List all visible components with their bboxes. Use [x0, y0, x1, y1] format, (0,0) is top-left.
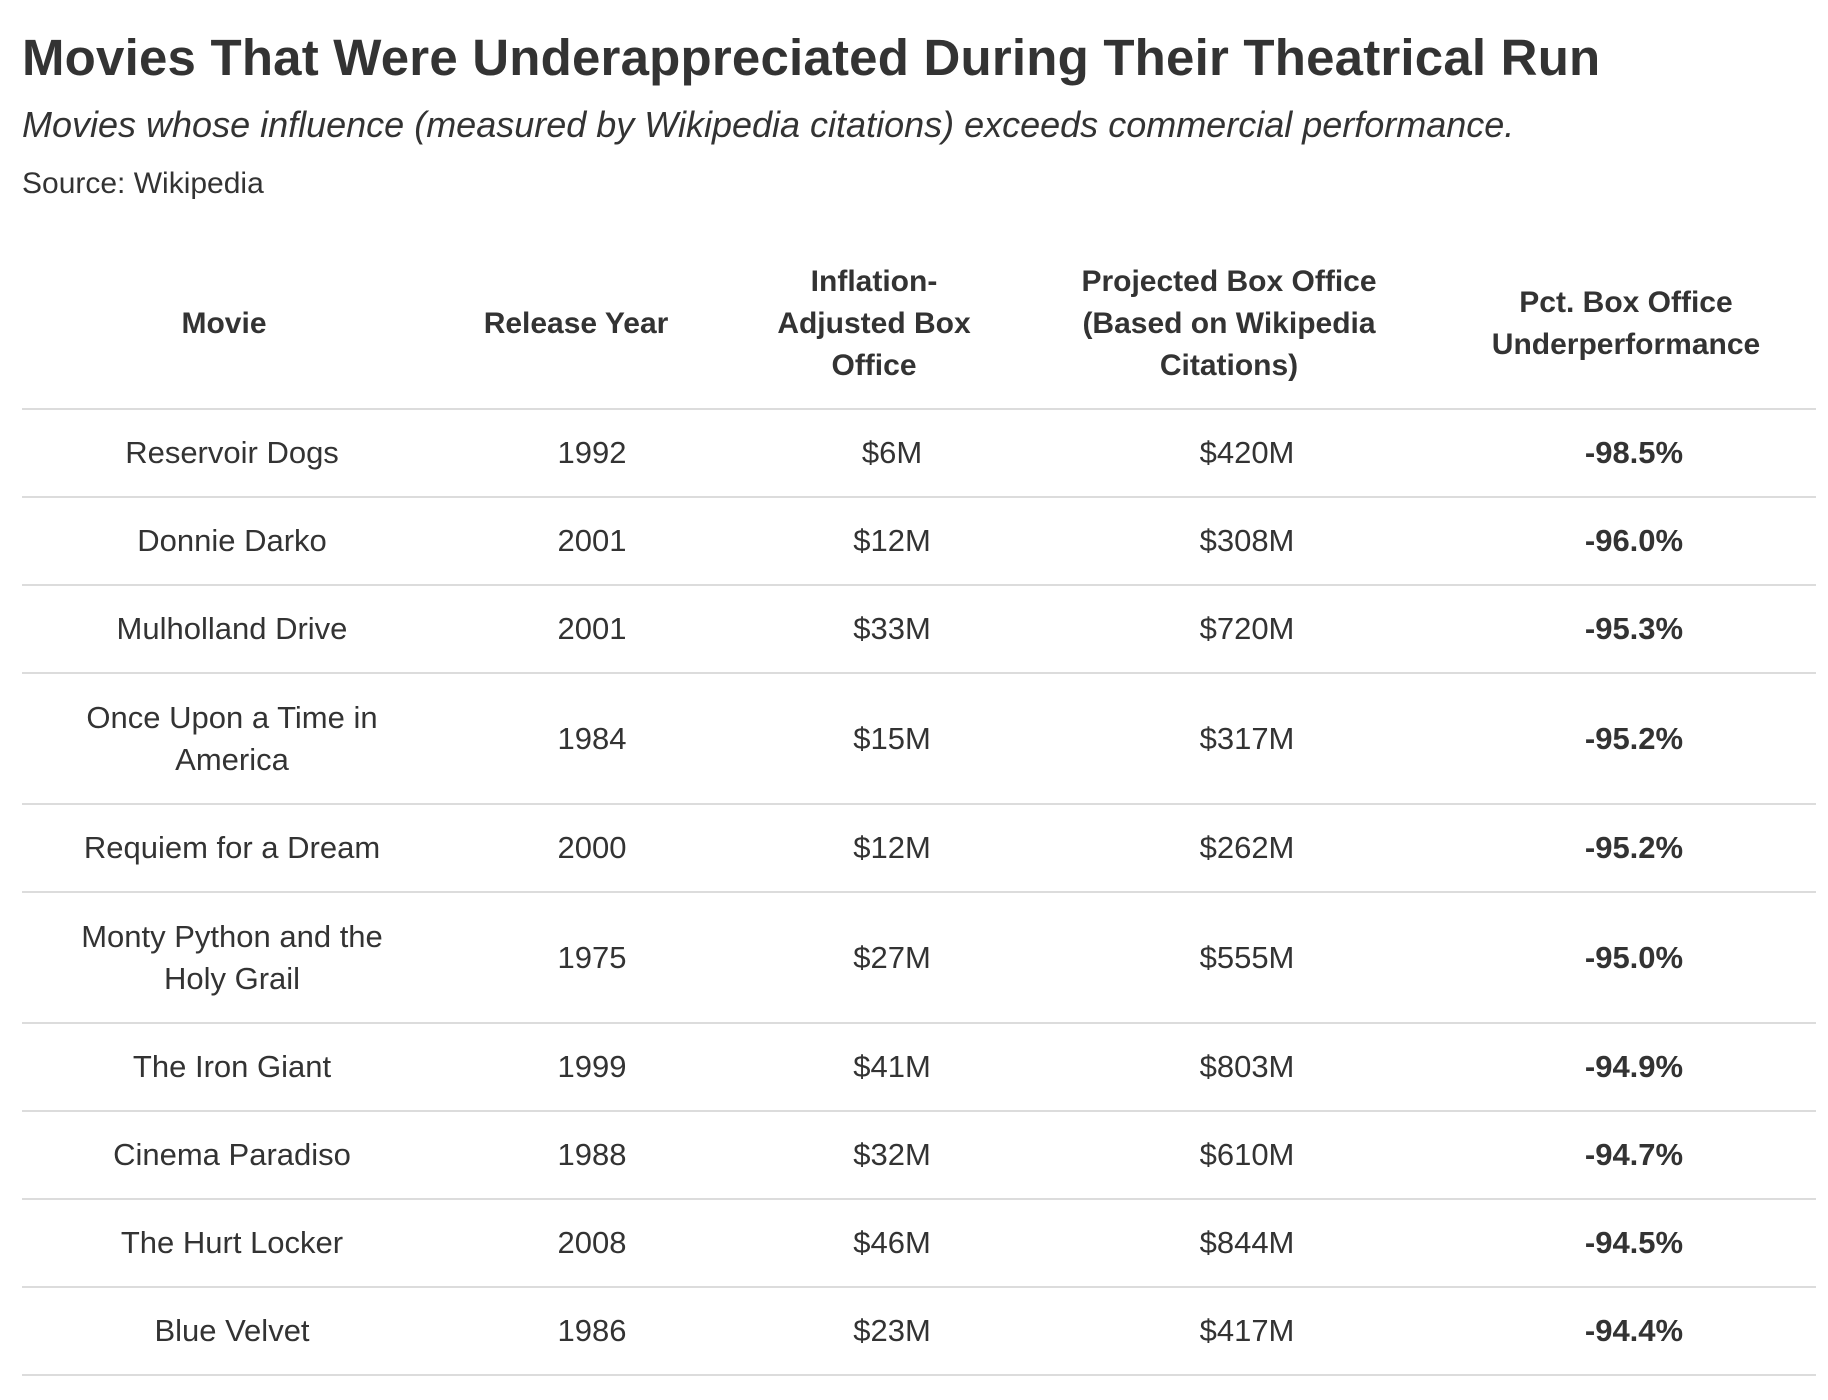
box-office-cell: $12M: [853, 523, 931, 558]
box-office-cell: $46M: [853, 1225, 931, 1260]
table-row: Cinema Paradiso 1988 $32M $610M -94.7%: [22, 1112, 1816, 1200]
movie-cell: The Hurt Locker: [22, 1222, 442, 1264]
page-subtitle: Movies whose influence (measured by Wiki…: [22, 104, 1515, 145]
movie-title: Reservoir Dogs: [125, 435, 339, 470]
header-box-office-label: Inflation- Adjusted Box Office: [777, 265, 971, 382]
movie-cell: Donnie Darko: [22, 520, 442, 562]
release-year-cell: 1988: [557, 1137, 627, 1172]
release-year-cell: 2001: [557, 523, 627, 558]
pct-underperformance-cell: -96.0%: [1584, 523, 1684, 558]
data-table: Movie Release Year Inflation- Adjusted Box O…: [22, 240, 1816, 1376]
movie-title: The Iron Giant: [132, 1049, 332, 1084]
movie-cell: Monty Python and the Holy Grail: [22, 916, 442, 1000]
box-office-cell: $23M: [853, 1313, 931, 1348]
projected-box-office-cell: $555M: [1199, 939, 1295, 975]
header-release-year-label: Release Year: [483, 307, 669, 340]
box-office-cell: $41M: [853, 1049, 931, 1084]
box-office-cell: $12M: [853, 830, 931, 865]
projected-box-office-cell: $420M: [1199, 435, 1295, 470]
table-row: Requiem for a Dream 2000 $12M $262M -95.2%: [22, 805, 1816, 893]
movie-cell: Reservoir Dogs: [22, 432, 442, 474]
movie-title: The Hurt Locker: [120, 1225, 344, 1260]
table-body: Reservoir Dogs 1992 $6M $420M -98.5% Donnie D…: [22, 410, 1816, 1376]
movie-title: Once Upon a Time in America: [86, 699, 378, 777]
projected-box-office-cell: $803M: [1199, 1049, 1295, 1084]
header-pct-underperformance-label: Pct. Box Office Underperformance: [1491, 286, 1761, 361]
projected-box-office-cell: $308M: [1199, 523, 1295, 558]
header-projected-box-office-label: Projected Box Office (Based on Wikipedia C…: [1081, 265, 1377, 382]
pct-underperformance-cell: -94.7%: [1584, 1137, 1684, 1172]
header-box-office: Inflation- Adjusted Box Office: [726, 261, 1022, 387]
pct-underperformance-cell: -95.0%: [1584, 939, 1684, 975]
projected-box-office-cell: $610M: [1199, 1137, 1295, 1172]
movie-title: Donnie Darko: [137, 523, 327, 558]
release-year-cell: 1999: [557, 1049, 627, 1084]
release-year-cell: 1984: [557, 720, 627, 756]
table-header-row: Movie Release Year Inflation- Adjusted Box O…: [22, 240, 1816, 410]
pct-underperformance-cell: -95.3%: [1584, 611, 1684, 646]
table-row: Blue Velvet 1986 $23M $417M -94.4%: [22, 1288, 1816, 1376]
table-row: The Iron Giant 1999 $41M $803M -94.9%: [22, 1024, 1816, 1112]
box-office-cell: $32M: [853, 1137, 931, 1172]
table-row: The Hurt Locker 2008 $46M $844M -94.5%: [22, 1200, 1816, 1288]
projected-box-office-cell: $317M: [1199, 720, 1295, 756]
movie-title: Monty Python and the Holy Grail: [81, 918, 383, 996]
page-title: Movies That Were Underappreciated During…: [22, 29, 1601, 86]
pct-underperformance-cell: -94.5%: [1584, 1225, 1684, 1260]
release-year-cell: 1986: [557, 1313, 627, 1348]
movie-title: Blue Velvet: [154, 1313, 310, 1348]
box-office-cell: $27M: [853, 939, 931, 975]
pct-underperformance-cell: -94.4%: [1584, 1313, 1684, 1348]
header-pct-underperformance: Pct. Box Office Underperformance: [1436, 282, 1816, 366]
release-year-cell: 1992: [557, 435, 627, 470]
release-year-cell: 2001: [557, 611, 627, 646]
movie-cell: Blue Velvet: [22, 1310, 442, 1352]
header-movie-label: Movie: [181, 307, 267, 340]
box-office-cell: $33M: [853, 611, 931, 646]
movie-cell: Mulholland Drive: [22, 608, 442, 650]
projected-box-office-cell: $417M: [1199, 1313, 1295, 1348]
pct-underperformance-cell: -95.2%: [1584, 720, 1684, 756]
pct-underperformance-cell: -95.2%: [1584, 830, 1684, 865]
release-year-cell: 1975: [557, 939, 627, 975]
movie-title: Mulholland Drive: [116, 611, 348, 646]
pct-underperformance-cell: -94.9%: [1584, 1049, 1684, 1084]
header-projected-box-office: Projected Box Office (Based on Wikipedia C…: [1022, 261, 1436, 387]
release-year-cell: 2000: [557, 830, 627, 865]
projected-box-office-cell: $844M: [1199, 1225, 1295, 1260]
movie-cell: Once Upon a Time in America: [22, 697, 442, 781]
box-office-cell: $15M: [853, 720, 931, 756]
table-row: Once Upon a Time in America 1984 $15M $317M -…: [22, 674, 1816, 805]
table-row: Monty Python and the Holy Grail 1975 $27M $5…: [22, 893, 1816, 1024]
movie-title: Requiem for a Dream: [83, 830, 381, 865]
table-row: Reservoir Dogs 1992 $6M $420M -98.5%: [22, 410, 1816, 498]
movie-cell: Requiem for a Dream: [22, 827, 442, 869]
movie-cell: Cinema Paradiso: [22, 1134, 442, 1176]
header-release-year: Release Year: [426, 303, 726, 345]
movie-title: Cinema Paradiso: [113, 1137, 351, 1172]
projected-box-office-cell: $720M: [1199, 611, 1295, 646]
release-year-cell: 2008: [557, 1225, 627, 1260]
movie-cell: The Iron Giant: [22, 1046, 442, 1088]
projected-box-office-cell: $262M: [1199, 830, 1295, 865]
box-office-cell: $6M: [861, 435, 923, 470]
header-movie: Movie: [22, 303, 426, 345]
table-row: Mulholland Drive 2001 $33M $720M -95.3%: [22, 586, 1816, 674]
source-note: Source: Wikipedia: [22, 167, 264, 200]
table-row: Donnie Darko 2001 $12M $308M -96.0%: [22, 498, 1816, 586]
pct-underperformance-cell: -98.5%: [1584, 435, 1684, 470]
